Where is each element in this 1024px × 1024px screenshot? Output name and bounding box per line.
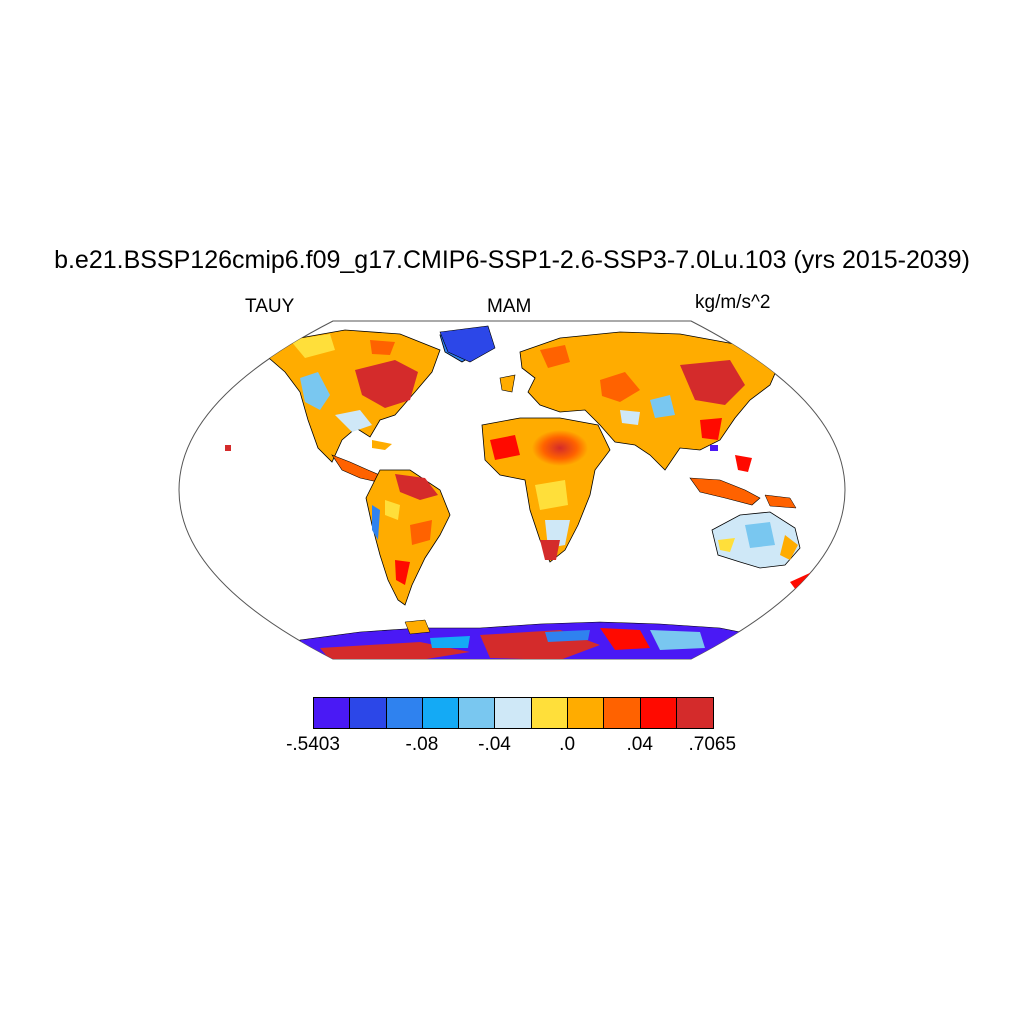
- land-antarctica: [299, 619, 761, 659]
- colorbar-label: -.5403: [286, 734, 340, 755]
- colorbar-label: .7065: [688, 734, 737, 755]
- colorbar-box: [568, 698, 605, 728]
- land-eurasia: [499, 331, 781, 471]
- colorbar-box: [604, 698, 641, 728]
- colorbar-box: [386, 698, 423, 728]
- colorbar-box: [640, 698, 677, 728]
- colorbar-label: .04: [626, 734, 653, 755]
- colorbar-box: [676, 698, 714, 728]
- season-label: MAM: [487, 296, 532, 317]
- colorbar: [313, 697, 715, 729]
- colorbar-box: [495, 698, 532, 728]
- land-greenland: [439, 325, 496, 363]
- colorbar-label: -.08: [405, 734, 439, 755]
- colorbar-label: .0: [559, 734, 576, 755]
- land-africa: [481, 417, 611, 563]
- colorbar-box: [531, 698, 569, 728]
- colorbar-box: [459, 698, 496, 728]
- variable-label: TAUY: [245, 296, 295, 317]
- colorbar-box: [314, 698, 351, 728]
- plot-title: b.e21.BSSP126cmip6.f09_g17.CMIP6-SSP1-2.…: [54, 246, 970, 274]
- colorbar-box: [350, 698, 387, 728]
- land-southeast-asia: [689, 445, 797, 509]
- colorbar-label: -.04: [478, 734, 511, 755]
- colorbar-box: [422, 698, 460, 728]
- land-south-america: [365, 469, 451, 606]
- units-label: kg/m/s^2: [695, 292, 771, 313]
- land-australia: [711, 511, 818, 590]
